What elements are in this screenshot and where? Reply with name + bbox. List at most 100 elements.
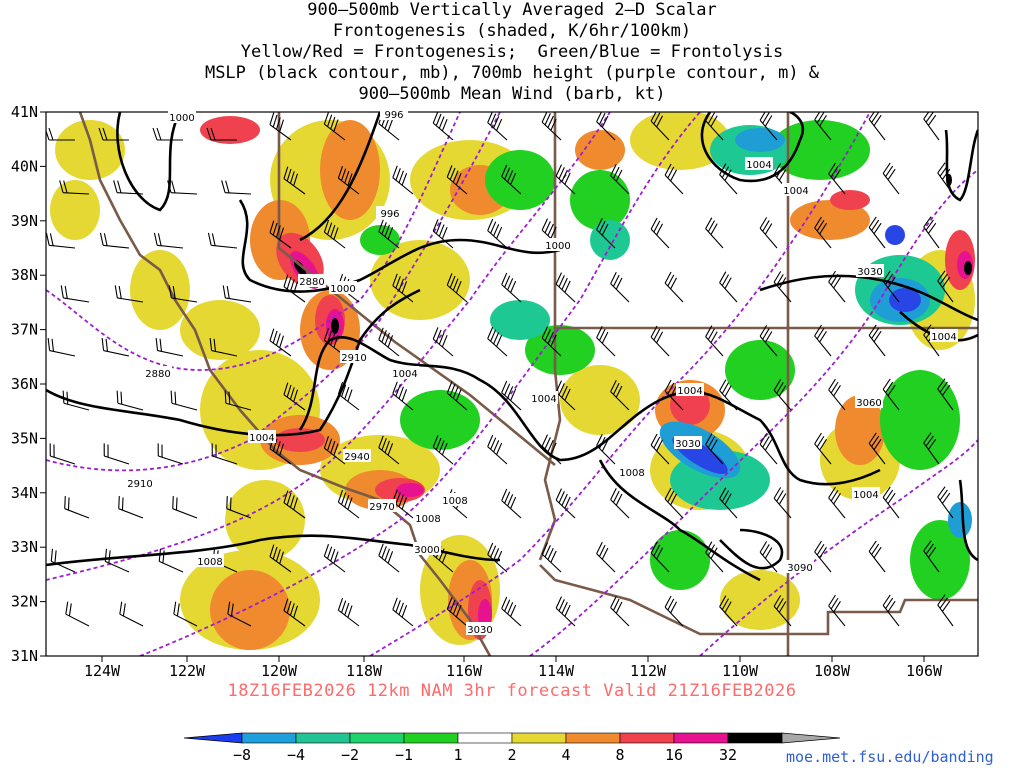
wind-barb: [868, 432, 886, 465]
wind-barb: [814, 112, 832, 141]
colorbar-swatch: [349, 732, 405, 744]
mslp-contour-label: 1004: [391, 366, 419, 380]
wind-barb: [664, 163, 684, 195]
wind-barb: [224, 390, 252, 411]
svg-text:2910: 2910: [341, 353, 366, 364]
wind-barb: [868, 324, 886, 357]
wind-barb: [446, 165, 468, 195]
height-contour-label: 3030: [466, 622, 494, 636]
wind-barb: [168, 285, 198, 303]
frontogenesis-shading: [50, 112, 975, 650]
wind-barb: [446, 597, 468, 627]
lon-tick-label: 122W: [169, 662, 206, 680]
forecast-caption: 18Z16FEB2026 12km NAM 3hr forecast Valid…: [227, 681, 797, 701]
wind-barb: [432, 327, 454, 357]
wind-barb: [610, 272, 630, 303]
wind-barb: [719, 487, 738, 519]
wind-barb: [323, 112, 346, 141]
mslp-contour-label: 1004: [930, 329, 958, 343]
colorbar-swatch: [727, 732, 783, 744]
wind-barb: [719, 271, 738, 303]
wind-barb: [828, 378, 846, 411]
colorbar-tick-label: 2: [507, 746, 516, 764]
wind-barb: [158, 548, 184, 573]
wind-barb: [221, 180, 252, 195]
wind-barb: [882, 486, 900, 519]
wind-barb: [378, 219, 400, 249]
wind-barb: [664, 271, 684, 303]
wind-barb: [487, 218, 508, 249]
height-contour-label: 3060: [855, 395, 883, 409]
wind-barb: [773, 379, 792, 411]
wind-barb: [487, 542, 508, 573]
wind-barb: [759, 112, 778, 141]
svg-text:2910: 2910: [127, 479, 152, 490]
svg-text:3030: 3030: [467, 625, 492, 636]
wind-barb: [828, 162, 846, 195]
wind-barb: [705, 325, 724, 357]
wind-barb: [610, 380, 630, 411]
wind-barb: [650, 112, 670, 141]
height-contour-label: 2880: [144, 366, 172, 380]
wind-barb: [378, 435, 400, 465]
colorbar-tick-label: 4: [561, 746, 570, 764]
wind-barb: [705, 217, 724, 249]
wind-barb: [541, 326, 562, 357]
lon-tick-label: 116W: [446, 662, 483, 680]
longitude-axis: 124W 122W 120W 118W 116W 114W 112W 110W 108W 106W: [84, 656, 943, 680]
wind-barb: [283, 598, 306, 627]
wind-barb: [337, 382, 360, 411]
colorbar-tick-label: −4: [287, 746, 305, 764]
wind-barb: [167, 180, 198, 195]
wind-barb: [814, 216, 832, 249]
colorbar-swatch: [457, 732, 513, 744]
wind-barb: [103, 443, 130, 465]
height-contour-label: 3090: [786, 560, 814, 574]
svg-text:1008: 1008: [619, 468, 644, 479]
svg-text:3030: 3030: [675, 439, 700, 450]
wind-barb: [828, 486, 846, 519]
wind-barb: [555, 272, 576, 303]
wind-barb: [119, 601, 144, 627]
wind-barb: [759, 541, 778, 573]
wind-barb: [828, 594, 846, 627]
wind-barb: [269, 220, 292, 249]
wind-barb: [432, 435, 454, 465]
wind-barb: [610, 596, 630, 627]
wind-barb: [882, 378, 900, 411]
wind-barb: [814, 540, 832, 573]
wind-barb: [283, 274, 306, 303]
lon-tick-label: 110W: [722, 662, 759, 680]
svg-text:3060: 3060: [856, 398, 881, 409]
wind-barb: [923, 540, 940, 573]
wind-barb: [923, 112, 940, 141]
svg-text:1004: 1004: [783, 186, 808, 197]
wind-barb: [705, 541, 724, 573]
wind-barb: [323, 436, 346, 465]
svg-text:3030: 3030: [857, 267, 882, 278]
wind-barb: [446, 273, 468, 303]
chart-title: 900–500mb Vertically Averaged 2–D Scalar…: [0, 0, 1024, 105]
svg-text:2970: 2970: [369, 502, 394, 513]
wind-barb: [719, 379, 738, 411]
svg-text:1000: 1000: [169, 113, 194, 124]
wind-barb: [650, 217, 670, 249]
wind-barb: [555, 380, 576, 411]
wind-barb: [392, 273, 414, 303]
wind-barb: [923, 432, 940, 465]
height-contour-label: 2880: [298, 274, 326, 288]
wind-barb: [759, 217, 778, 249]
svg-text:1008: 1008: [442, 496, 467, 507]
svg-text:1004: 1004: [853, 490, 878, 501]
svg-text:1004: 1004: [249, 433, 274, 444]
wind-barb: [773, 271, 792, 303]
wind-barb: [814, 324, 832, 357]
wind-barb: [610, 164, 630, 195]
title-line-2: Frontogenesis (shaded, K/6hr/100km): [332, 21, 692, 41]
lat-tick-label: 37N: [11, 321, 38, 339]
colorbar-tick-label: 32: [719, 746, 737, 764]
wind-barb: [501, 488, 522, 519]
mslp-contour-label: 1000: [329, 281, 357, 295]
lon-tick-label: 118W: [346, 662, 383, 680]
wind-barb: [59, 180, 90, 195]
